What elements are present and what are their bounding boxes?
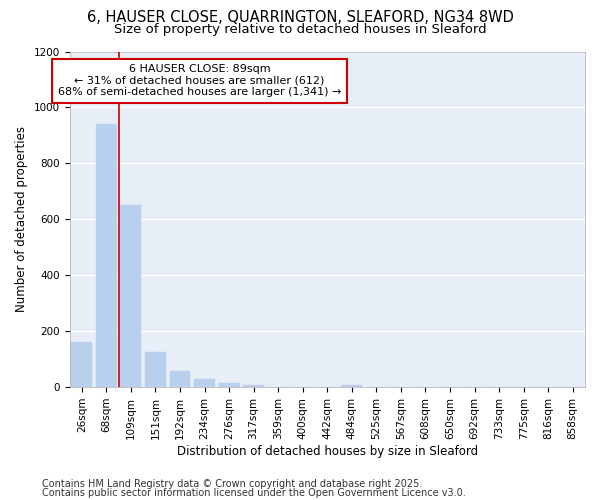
- Bar: [145, 352, 166, 387]
- Text: Contains HM Land Registry data © Crown copyright and database right 2025.: Contains HM Land Registry data © Crown c…: [42, 479, 422, 489]
- Bar: [170, 371, 190, 387]
- Text: Contains public sector information licensed under the Open Government Licence v3: Contains public sector information licen…: [42, 488, 466, 498]
- Bar: [194, 380, 215, 387]
- Text: 6, HAUSER CLOSE, QUARRINGTON, SLEAFORD, NG34 8WD: 6, HAUSER CLOSE, QUARRINGTON, SLEAFORD, …: [86, 10, 514, 25]
- Bar: [218, 383, 239, 387]
- Text: 6 HAUSER CLOSE: 89sqm
← 31% of detached houses are smaller (612)
68% of semi-det: 6 HAUSER CLOSE: 89sqm ← 31% of detached …: [58, 64, 341, 98]
- X-axis label: Distribution of detached houses by size in Sleaford: Distribution of detached houses by size …: [177, 444, 478, 458]
- Bar: [243, 384, 264, 387]
- Bar: [121, 206, 142, 387]
- Y-axis label: Number of detached properties: Number of detached properties: [15, 126, 28, 312]
- Text: Size of property relative to detached houses in Sleaford: Size of property relative to detached ho…: [113, 22, 487, 36]
- Bar: [341, 385, 362, 387]
- Bar: [96, 124, 117, 387]
- Bar: [71, 342, 92, 387]
